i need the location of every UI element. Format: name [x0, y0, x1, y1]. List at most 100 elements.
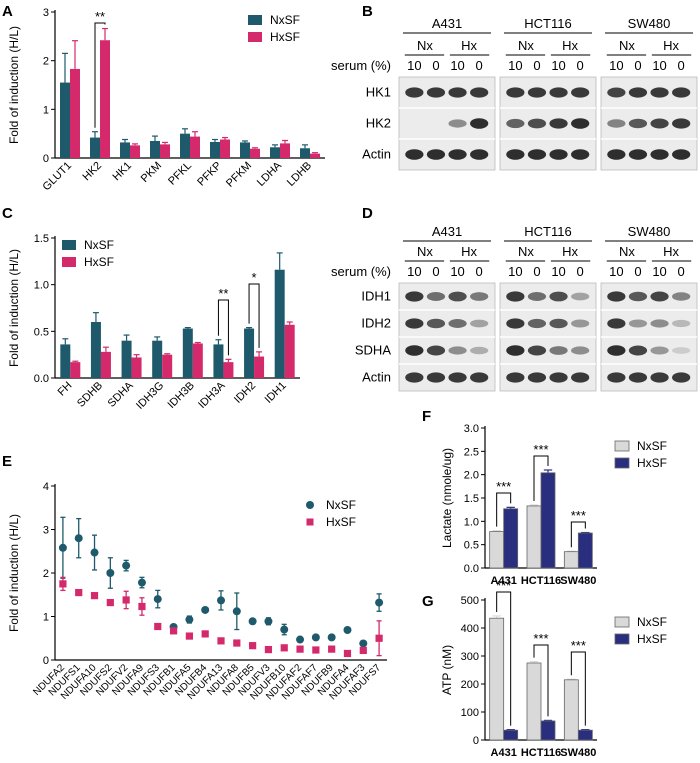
- bar: [120, 142, 130, 158]
- cell-line-label: A431: [432, 224, 462, 239]
- axes: 0 100 200 300 400 500 ATP (nM) A431 HCT116 SW480: [440, 595, 597, 759]
- legend-swatch: [614, 616, 630, 628]
- x-tick-label: SW480: [560, 747, 596, 759]
- legend-label: HxSF: [326, 515, 356, 529]
- y-axis-title: Fold of induction (H/L): [7, 26, 21, 144]
- blot-band: [650, 291, 669, 302]
- cell-line-label: A431: [432, 16, 462, 31]
- x-tick-label: PKM: [139, 160, 164, 185]
- series-nxsf: [60, 52, 310, 158]
- data-point: [106, 598, 114, 607]
- blot-band: [650, 372, 669, 383]
- blot-band: [426, 292, 446, 301]
- condition-label: Nx: [619, 38, 635, 53]
- blot-band: [506, 318, 525, 329]
- bar: [563, 551, 579, 569]
- y-tick-label: 0.0: [34, 373, 49, 385]
- series-nxsf: [58, 516, 384, 648]
- legend-swatch: [248, 15, 262, 25]
- lane-serum-label: 0: [634, 264, 641, 279]
- lane-serum-label: 0: [476, 58, 483, 73]
- blot-band: [607, 372, 626, 383]
- panel-letter-b: B: [362, 3, 373, 20]
- bar: [274, 269, 285, 378]
- bar: [240, 142, 250, 158]
- bar: [121, 340, 132, 378]
- data-point: [74, 534, 83, 543]
- cell-line-label: SW480: [628, 16, 671, 31]
- bar: [130, 145, 140, 158]
- bar: [489, 617, 505, 741]
- bar: [250, 148, 260, 158]
- significance-bracket: [570, 521, 586, 548]
- y-axis-title: Fold of induction (H/L): [7, 249, 21, 367]
- data-point: [296, 645, 304, 653]
- data-point: [122, 596, 130, 604]
- panel-letter-c: C: [2, 205, 13, 222]
- data-point: [75, 588, 83, 597]
- condition-label: Nx: [417, 38, 433, 53]
- blot-band: [549, 291, 568, 302]
- y-tick-label: 0: [43, 655, 49, 667]
- significance-stars: ***: [571, 638, 586, 653]
- blot-band: [426, 149, 446, 160]
- legend-swatch: [62, 257, 76, 267]
- blot-band: [672, 319, 691, 328]
- bar: [503, 508, 519, 569]
- significance-annotation: ***: [496, 479, 511, 527]
- blot-band: [470, 319, 489, 328]
- significance-bracket: [570, 651, 586, 726]
- significance-bracket: [533, 644, 549, 717]
- lane-serum-label: 0: [634, 58, 641, 73]
- bar: [270, 147, 280, 158]
- blot-band: [549, 318, 568, 329]
- bar: [300, 148, 310, 158]
- bar: [152, 340, 163, 378]
- blot-band: [426, 318, 446, 329]
- data-point: [233, 639, 241, 647]
- significance-stars: **: [218, 286, 228, 301]
- legend: NxSF HxSF: [306, 498, 356, 529]
- data-point: [328, 645, 336, 653]
- bar: [563, 679, 579, 741]
- lane-serum-label: 0: [678, 264, 685, 279]
- lane-serum-label: 0: [533, 58, 540, 73]
- legend-swatch: [614, 633, 630, 645]
- blot-cell-line-0: A431 Nx Hx 10 0 10 0: [398, 16, 496, 171]
- blot-band: [549, 118, 568, 129]
- significance-annotation: **: [94, 9, 106, 128]
- blot-band: [628, 291, 648, 302]
- lane-serum-label: 10: [652, 58, 666, 73]
- panel-letter-d: D: [362, 205, 373, 222]
- legend-label: NxSF: [326, 498, 356, 512]
- protein-label: SDHA: [355, 343, 391, 358]
- bar: [60, 82, 70, 158]
- y-tick-label: 2.0: [464, 470, 479, 482]
- lane-serum-label: 0: [476, 264, 483, 279]
- significance-annotation: ***: [496, 578, 511, 726]
- western-blot-panel-b: A431 Nx Hx 10 0 10 0 HCT116 Nx Hx 10 0 10 0 SW480 Nx Hx 1…: [331, 16, 698, 171]
- blot-band: [607, 87, 626, 98]
- blot-band: [506, 87, 525, 98]
- legend-label: NxSF: [637, 439, 667, 453]
- condition-label: Hx: [461, 38, 477, 53]
- data-point: [58, 543, 67, 552]
- series-hxsf: [70, 27, 320, 158]
- blot-band: [470, 372, 489, 383]
- data-point: [280, 644, 288, 652]
- data-point: [90, 592, 99, 600]
- blot-band: [650, 149, 669, 160]
- blot-band: [571, 346, 590, 355]
- x-tick-label: FH: [56, 380, 75, 399]
- bar: [577, 532, 593, 569]
- blot-band: [672, 118, 691, 129]
- condition-label: Nx: [518, 244, 534, 259]
- blot-band: [527, 345, 547, 356]
- blot-band: [448, 346, 467, 355]
- x-tick-label: SDHB: [75, 380, 105, 410]
- bar: [180, 133, 190, 158]
- lane-serum-label: 10: [609, 58, 623, 73]
- lane-serum-label: 10: [450, 58, 464, 73]
